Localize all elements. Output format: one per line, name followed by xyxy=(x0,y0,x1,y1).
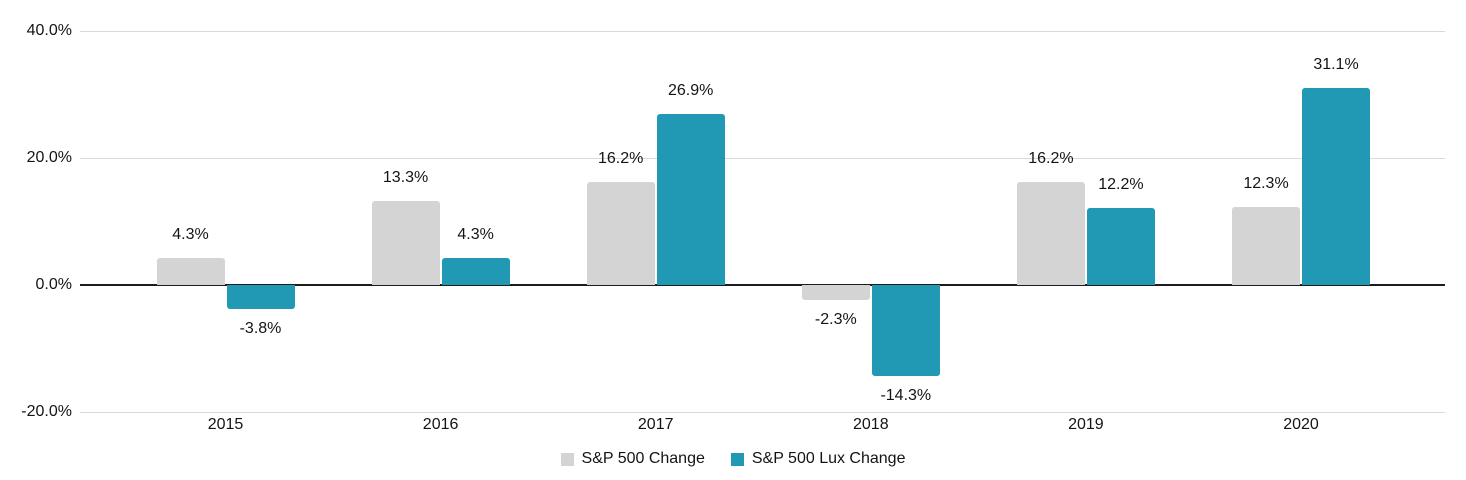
legend-label-s-p-500-lux-change: S&P 500 Lux Change xyxy=(751,450,906,467)
legend-swatch-s-p-500-change xyxy=(560,452,574,466)
x-tick-label-2020: 2020 xyxy=(1283,416,1319,433)
x-axis-zero-line xyxy=(80,284,1445,286)
bar-value-label-s-p-500-lux-change-2015: -3.8% xyxy=(239,320,282,338)
bar-s-p-500-lux-change-2020 xyxy=(1302,87,1370,285)
bar-value-label-s-p-500-change-2015: 4.3% xyxy=(172,225,209,243)
bar-s-p-500-lux-change-2017 xyxy=(656,114,725,285)
legend: S&P 500 Change S&P 500 Lux Change xyxy=(0,450,1466,468)
y-tick-label-40: 40.0% xyxy=(26,22,72,39)
bar-value-label-s-p-500-lux-change-2020: 31.1% xyxy=(1313,55,1359,73)
bar-value-label-s-p-500-lux-change-2017: 26.9% xyxy=(668,82,714,100)
x-tick-label-2019: 2019 xyxy=(1068,416,1104,433)
legend-label-s-p-500-change: S&P 500 Change xyxy=(581,450,705,467)
bar-value-label-s-p-500-change-2020: 12.3% xyxy=(1243,174,1289,192)
bar-value-label-s-p-500-change-2017: 16.2% xyxy=(598,150,644,168)
bar-value-label-s-p-500-lux-change-2019: 12.2% xyxy=(1098,175,1144,193)
bar-s-p-500-change-2019 xyxy=(1016,182,1085,285)
y-tick-label--20: -20.0% xyxy=(21,403,72,420)
y-tick-label-20: 20.0% xyxy=(26,149,72,166)
gridline--20 xyxy=(80,412,1445,413)
x-tick-label-2017: 2017 xyxy=(637,416,674,433)
bar-s-p-500-change-2020 xyxy=(1232,206,1300,285)
bar-s-p-500-change-2015 xyxy=(156,257,225,285)
bar-value-label-s-p-500-change-2019: 16.2% xyxy=(1028,150,1074,168)
gridline-20 xyxy=(80,158,1445,159)
bar-s-p-500-change-2017 xyxy=(586,182,655,285)
legend-swatch-s-p-500-lux-change xyxy=(730,452,744,466)
x-tick-label-2018: 2018 xyxy=(853,416,889,433)
bar-value-label-s-p-500-change-2016: 13.3% xyxy=(382,168,429,186)
x-tick-label-2016: 2016 xyxy=(422,416,459,433)
x-tick-label-2015: 2015 xyxy=(207,416,244,433)
y-tick-label-0: 0.0% xyxy=(35,276,72,293)
bar-s-p-500-lux-change-2016 xyxy=(441,257,510,285)
legend-item-s-p-500-change: S&P 500 Change xyxy=(560,450,705,468)
bar-s-p-500-change-2018 xyxy=(801,285,870,300)
bar-s-p-500-lux-change-2019 xyxy=(1086,207,1155,285)
bar-value-label-s-p-500-change-2018: -2.3% xyxy=(814,310,857,328)
bar-s-p-500-lux-change-2015 xyxy=(226,285,295,310)
bar-s-p-500-change-2016 xyxy=(371,200,440,285)
gridline-40 xyxy=(80,31,1445,32)
bar-s-p-500-lux-change-2018 xyxy=(871,285,940,376)
legend-item-s-p-500-lux-change: S&P 500 Lux Change xyxy=(730,450,906,468)
bar-value-label-s-p-500-lux-change-2018: -14.3% xyxy=(880,386,932,404)
bar-value-label-s-p-500-lux-change-2016: 4.3% xyxy=(457,225,494,243)
